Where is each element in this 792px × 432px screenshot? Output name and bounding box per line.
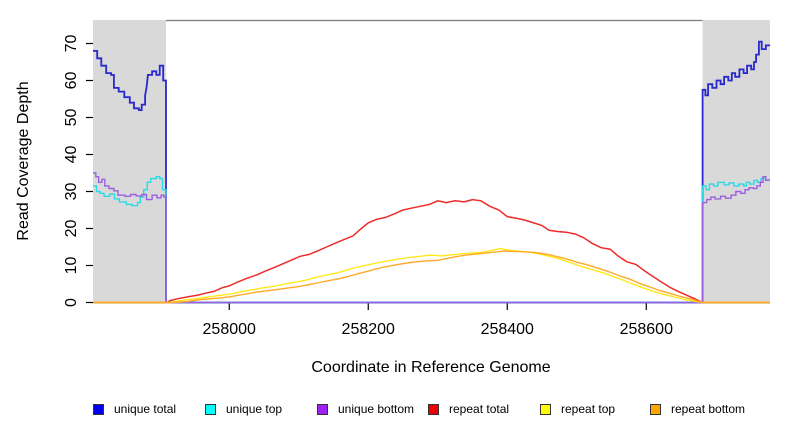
plot-layers: 0 10 20 30 40 50 60 70 258000 258200 258400 258600 bbox=[63, 19, 771, 338]
x-tick-label: 258200 bbox=[342, 321, 395, 338]
legend-item-repeat-total: repeat total bbox=[428, 397, 509, 421]
legend-swatch-icon bbox=[93, 403, 104, 415]
y-tick-label: 70 bbox=[63, 35, 80, 53]
series-line-repeat-top bbox=[93, 247, 770, 304]
legend-item-unique-total: unique total bbox=[93, 397, 176, 421]
legend-item-repeat-bottom: repeat bottom bbox=[650, 397, 745, 421]
legend-label: unique total bbox=[114, 402, 177, 416]
legend-item-unique-bottom: unique bottom bbox=[317, 397, 414, 421]
y-tick-label: 30 bbox=[63, 183, 80, 201]
x-tick-label: 258600 bbox=[620, 321, 673, 338]
legend-item-repeat-top: repeat top bbox=[540, 397, 615, 421]
x-axis-title: Coordinate in Reference Genome bbox=[311, 359, 550, 376]
shaded-region-1 bbox=[702, 20, 770, 303]
series-line-repeat-bottom bbox=[93, 250, 770, 304]
series-line-unique-total bbox=[93, 40, 770, 304]
legend-swatch-icon bbox=[205, 403, 216, 415]
legend-label: repeat total bbox=[449, 402, 510, 416]
y-tick-label: 60 bbox=[63, 72, 80, 90]
legend-label: unique top bbox=[226, 402, 283, 416]
series-line-repeat-total bbox=[93, 198, 770, 304]
y-tick-label: 20 bbox=[63, 220, 80, 238]
chart-legend: unique total unique top unique bottom repea… bbox=[0, 397, 792, 421]
y-tick-label: 40 bbox=[63, 146, 80, 164]
x-tick-label: 258000 bbox=[203, 321, 256, 338]
series-line-unique-bottom bbox=[93, 172, 771, 304]
legend-swatch-icon bbox=[428, 403, 439, 415]
legend-swatch-icon bbox=[540, 403, 551, 415]
series-line-unique-top bbox=[93, 175, 771, 304]
y-tick-label: 0 bbox=[63, 298, 80, 307]
legend-label: repeat bottom bbox=[671, 402, 746, 416]
x-tick-label: 258400 bbox=[481, 321, 534, 338]
legend-swatch-icon bbox=[650, 403, 661, 415]
legend-item-unique-top: unique top bbox=[205, 397, 282, 421]
legend-label: repeat top bbox=[561, 402, 616, 416]
y-axis-title: Read Coverage Depth bbox=[15, 81, 32, 240]
y-tick-label: 50 bbox=[63, 109, 80, 127]
y-tick-label: 10 bbox=[63, 257, 80, 275]
legend-label: unique bottom bbox=[338, 402, 415, 416]
shaded-region-0 bbox=[93, 20, 166, 303]
legend-swatch-icon bbox=[317, 403, 328, 415]
